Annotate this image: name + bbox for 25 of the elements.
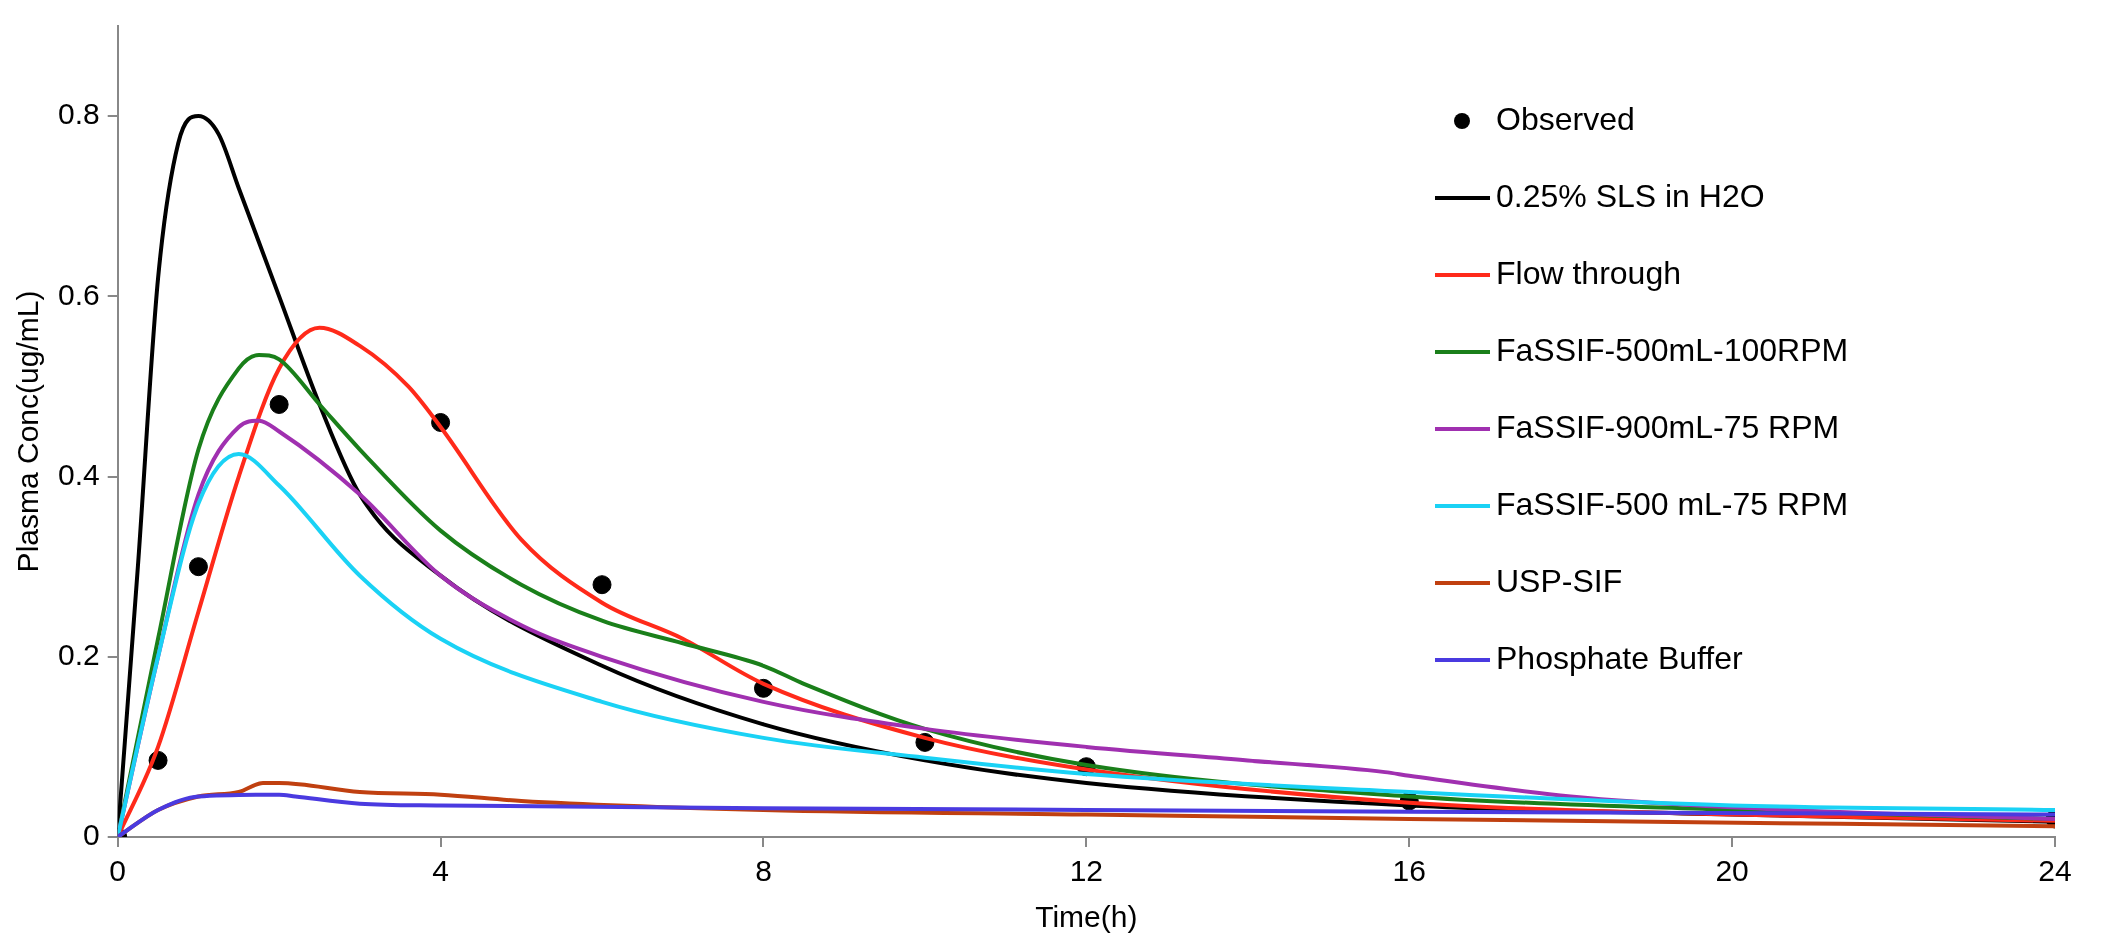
y-tick-label: 0.6 [57, 277, 100, 311]
legend-label: Phosphate Buffer [1496, 639, 1744, 676]
legend-label: USP-SIF [1496, 562, 1623, 599]
point [592, 575, 612, 595]
y-tick-label: 0.2 [57, 638, 100, 672]
x-tick-label: 20 [1715, 854, 1749, 888]
y-tick-label: 0 [83, 818, 100, 852]
legend-label: Observed [1496, 100, 1635, 137]
x-tick-label: 0 [109, 854, 127, 888]
y-axis-title: Plasma Conc(ug/mL) [11, 290, 45, 573]
x-axis-title: Time(h) [1035, 900, 1138, 934]
y-tick-label: 0.4 [57, 457, 100, 491]
x-tick-label: 24 [2038, 854, 2072, 888]
x-tick-label: 12 [1069, 854, 1104, 888]
x-tick-label: 4 [432, 854, 449, 888]
legend-label: FaSSIF-500mL-100RPM [1496, 331, 1849, 368]
legend-label: Flow through [1496, 254, 1681, 291]
legend-label: FaSSIF-900mL-75 RPM [1496, 408, 1840, 445]
y-tick-label: 0.8 [57, 97, 100, 131]
legend-label: FaSSIF-500 mL-75 RPM [1496, 485, 1849, 522]
point [269, 394, 289, 414]
x-tick-label: 8 [755, 854, 772, 888]
point [188, 557, 208, 577]
legend-label: 0.25% SLS in H2O [1496, 177, 1765, 214]
x-tick-label: 16 [1392, 854, 1426, 888]
